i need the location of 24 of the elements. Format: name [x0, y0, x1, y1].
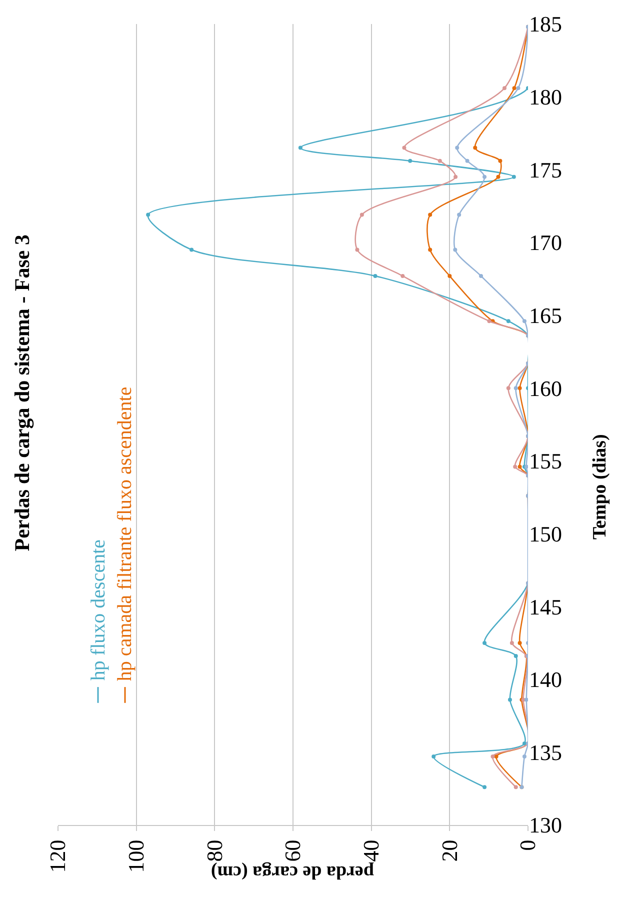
y-tick-label: 165 — [529, 302, 562, 328]
x-tick-label: 120 — [45, 840, 70, 873]
text: hp fluxo descente — [87, 539, 110, 681]
x-tick-label: 80 — [202, 840, 227, 862]
text: hp camada filtrante fluxo ascendente — [114, 386, 136, 682]
y-tick-label: 170 — [529, 230, 562, 256]
y-tick-label: 150 — [529, 521, 562, 546]
x-axis-title: perda de carga (cm) — [210, 861, 374, 882]
y-tick-label: 140 — [529, 667, 562, 692]
y-tick-label: 145 — [529, 594, 562, 620]
y-tick-label: 185 — [529, 12, 562, 37]
text: Perdas de carga do sistema - Fase 3 — [10, 234, 34, 552]
x-tick-label: 100 — [123, 840, 148, 873]
y-axis-title: Tempo (dias) — [589, 434, 610, 540]
x-tick-label: 40 — [358, 840, 384, 862]
x-tick-label: 20 — [436, 840, 462, 862]
y-tick-label: 160 — [529, 376, 562, 401]
x-tick-label: 60 — [280, 840, 306, 862]
y-tick-label: 175 — [529, 157, 562, 182]
y-tick-label: 155 — [529, 448, 562, 474]
y-tick-label: 180 — [529, 84, 562, 110]
y-tick-label: 130 — [529, 812, 562, 838]
y-tick-label: 135 — [529, 740, 562, 765]
x-tick-label: 0 — [515, 840, 540, 851]
